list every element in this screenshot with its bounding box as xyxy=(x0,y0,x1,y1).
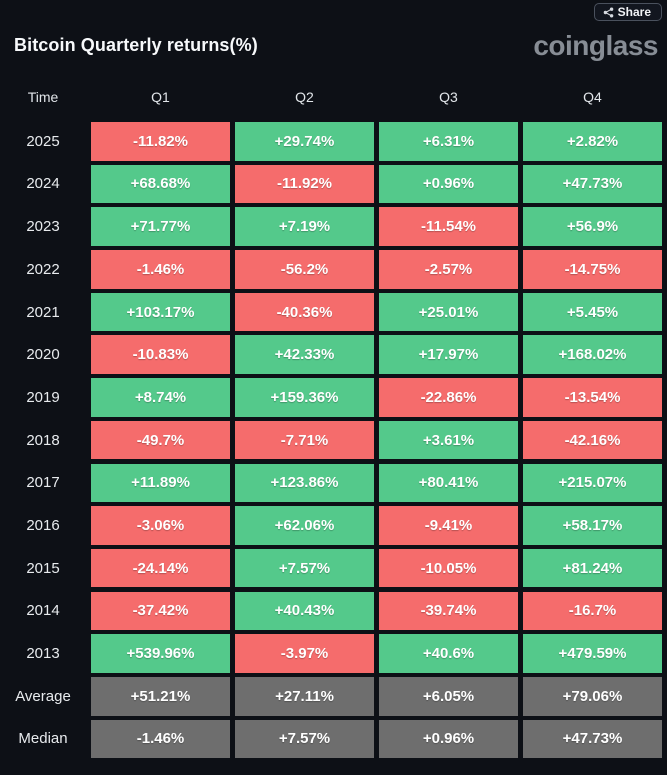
cell-2019-q2: +159.36% xyxy=(235,378,374,417)
cell-2022-q3: -2.57% xyxy=(379,250,518,289)
cell-2015-q1: -24.14% xyxy=(91,548,230,588)
cell-average-q1: +51.21% xyxy=(91,676,230,716)
column-header-q2: Q2 xyxy=(295,89,314,105)
cell-2017-q4: +215.07% xyxy=(523,463,662,503)
coinglass-logo: coinglass xyxy=(533,30,658,61)
row-label-average: Average xyxy=(15,687,71,705)
cell-2022-q2: -56.2% xyxy=(235,250,374,289)
cell-2016-q1: -3.06% xyxy=(91,506,230,545)
cell-2025-q2: +29.74% xyxy=(235,122,374,161)
cell-2013-q4: +479.59% xyxy=(523,634,662,673)
cell-2020-q3: +17.97% xyxy=(379,335,518,375)
row-label-2013: 2013 xyxy=(26,645,60,663)
cell-2014-q4: -16.7% xyxy=(523,591,662,631)
cell-2021-q1: +103.17% xyxy=(91,292,230,332)
cell-2016-q4: +58.17% xyxy=(523,506,662,545)
column-header-time: Time xyxy=(27,89,59,105)
cell-2015-q4: +81.24% xyxy=(523,548,662,588)
cell-2018-q3: +3.61% xyxy=(379,420,518,460)
cell-2023-q1: +71.77% xyxy=(91,207,230,246)
cell-2024-q3: +0.96% xyxy=(379,164,518,204)
cell-2017-q2: +123.86% xyxy=(235,463,374,503)
cell-2018-q4: -42.16% xyxy=(523,420,662,460)
row-label-2025: 2025 xyxy=(26,132,60,150)
cell-2021-q3: +25.01% xyxy=(379,292,518,332)
column-header-q4: Q4 xyxy=(583,89,602,105)
column-header-q3: Q3 xyxy=(439,89,458,105)
share-button[interactable]: Share xyxy=(593,3,662,21)
cell-2018-q1: -49.7% xyxy=(91,420,230,460)
cell-2024-q1: +68.68% xyxy=(91,164,230,204)
row-label-2014: 2014 xyxy=(26,602,60,620)
cell-2017-q1: +11.89% xyxy=(91,463,230,503)
title-row: Bitcoin Quarterly returns(%) coinglass xyxy=(0,30,667,61)
cell-2020-q4: +168.02% xyxy=(523,335,662,375)
share-bar: Share xyxy=(0,0,667,22)
cell-average-q4: +79.06% xyxy=(523,676,662,716)
cell-2023-q2: +7.19% xyxy=(235,207,374,246)
cell-2024-q4: +47.73% xyxy=(523,164,662,204)
row-label-2023: 2023 xyxy=(26,218,60,236)
cell-2020-q1: -10.83% xyxy=(91,335,230,375)
cell-2022-q4: -14.75% xyxy=(523,250,662,289)
cell-2025-q1: -11.82% xyxy=(91,122,230,161)
cell-2019-q1: +8.74% xyxy=(91,378,230,417)
cell-2013-q2: -3.97% xyxy=(235,634,374,673)
row-label-2021: 2021 xyxy=(26,303,60,321)
cell-2023-q4: +56.9% xyxy=(523,207,662,246)
cell-2017-q3: +80.41% xyxy=(379,463,518,503)
cell-2025-q3: +6.31% xyxy=(379,122,518,161)
cell-2025-q4: +2.82% xyxy=(523,122,662,161)
cell-2023-q3: -11.54% xyxy=(379,207,518,246)
cell-2014-q1: -37.42% xyxy=(91,591,230,631)
cell-2018-q2: -7.71% xyxy=(235,420,374,460)
cell-2013-q3: +40.6% xyxy=(379,634,518,673)
cell-2020-q2: +42.33% xyxy=(235,335,374,375)
row-label-2024: 2024 xyxy=(26,175,60,193)
cell-2015-q3: -10.05% xyxy=(379,548,518,588)
cell-2013-q1: +539.96% xyxy=(91,634,230,673)
row-label-2017: 2017 xyxy=(26,474,60,492)
cell-average-q2: +27.11% xyxy=(235,676,374,716)
cell-2014-q3: -39.74% xyxy=(379,591,518,631)
cell-2022-q1: -1.46% xyxy=(91,250,230,289)
share-button-label: Share xyxy=(617,5,651,19)
table-header-row: Time Q1 Q2 Q3 Q4 xyxy=(0,89,667,105)
cell-2021-q2: -40.36% xyxy=(235,292,374,332)
cell-2014-q2: +40.43% xyxy=(235,591,374,631)
row-label-2022: 2022 xyxy=(26,260,60,278)
cell-2019-q4: -13.54% xyxy=(523,378,662,417)
cell-median-q3: +0.96% xyxy=(379,719,518,759)
cell-2016-q3: -9.41% xyxy=(379,506,518,545)
cell-median-q1: -1.46% xyxy=(91,719,230,759)
cell-median-q2: +7.57% xyxy=(235,719,374,759)
cell-average-q3: +6.05% xyxy=(379,676,518,716)
cell-2021-q4: +5.45% xyxy=(523,292,662,332)
cell-2019-q3: -22.86% xyxy=(379,378,518,417)
cell-2016-q2: +62.06% xyxy=(235,506,374,545)
page-title: Bitcoin Quarterly returns(%) xyxy=(14,35,258,55)
cell-2015-q2: +7.57% xyxy=(235,548,374,588)
column-header-q1: Q1 xyxy=(151,89,170,105)
returns-table: 2025 -11.82% +29.74% +6.31% +2.82% 2024 +68.68… xyxy=(0,122,667,759)
row-label-2015: 2015 xyxy=(26,559,60,577)
row-label-2020: 2020 xyxy=(26,346,60,364)
cell-2024-q2: -11.92% xyxy=(235,164,374,204)
share-icon xyxy=(603,7,614,18)
row-label-2016: 2016 xyxy=(26,516,60,534)
row-label-2019: 2019 xyxy=(26,388,60,406)
row-label-2018: 2018 xyxy=(26,431,60,449)
cell-median-q4: +47.73% xyxy=(523,719,662,759)
row-label-median: Median xyxy=(18,730,68,748)
